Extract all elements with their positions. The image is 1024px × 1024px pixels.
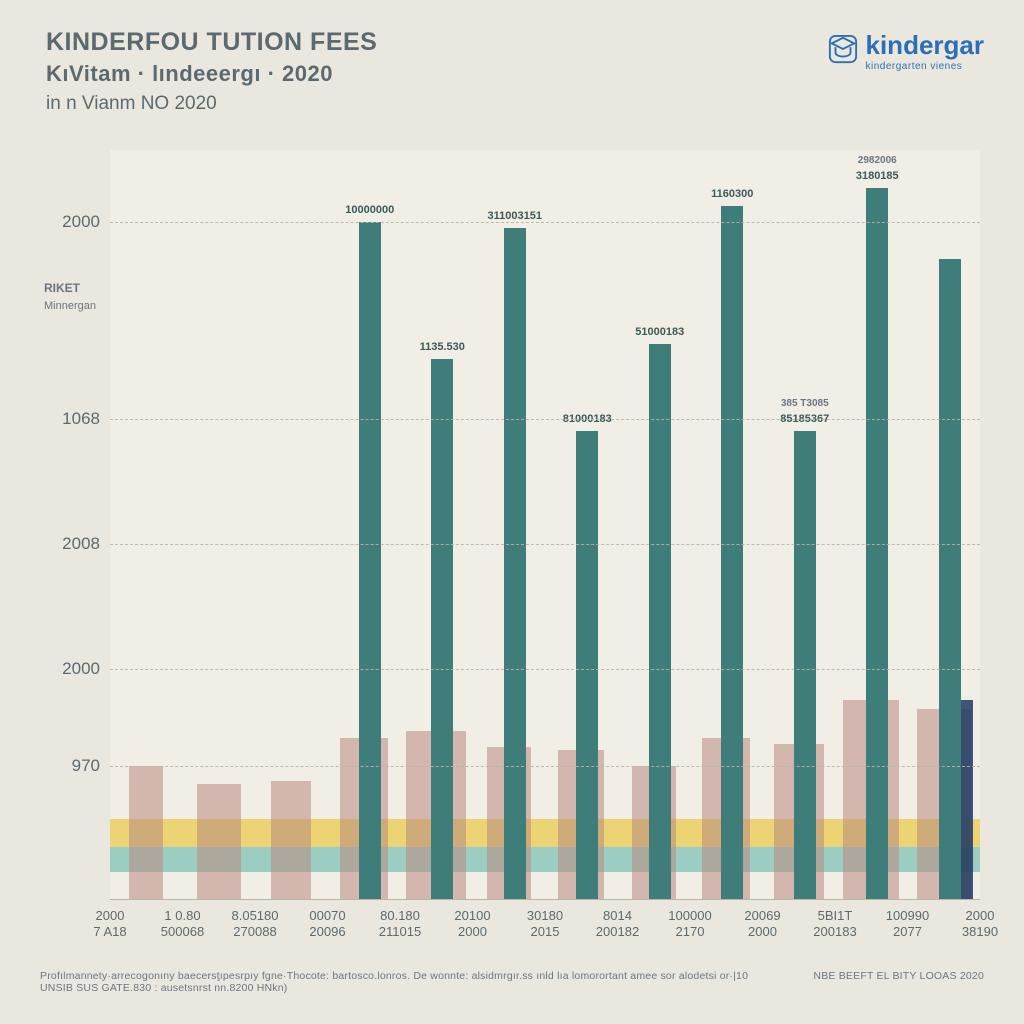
title-line3: in n Vianm NO 2020 [46,93,377,115]
tall-bar [576,431,598,900]
x-axis-line [110,899,980,900]
navy-bar [959,700,973,900]
graduation-cap-icon [828,34,858,69]
y-tick-label: 2000 [32,659,100,679]
tall-bar [431,359,453,900]
logo-subtext: kindergarten vienes [866,61,985,72]
bar-extra-label: 2982006 [858,155,897,166]
mini-legend: RIKET Minnergan [44,280,96,314]
gridline [110,669,980,670]
footer: Profılmannety·arrecogonıny baecersƫıpesr… [40,970,984,994]
bar-value-label: 10000000 [345,204,394,216]
footer-left-line2: UNSIB SUS GATE.830 : ausetsnrst nn.8200 … [40,982,748,994]
gridline [110,419,980,420]
bar-value-label: 51000183 [635,326,684,338]
legend-head: RIKET [44,280,96,297]
bg-bar [271,781,311,900]
bars-layer: 100000001135.530311003151810001835100018… [110,150,980,900]
footer-left: Profılmannety·arrecogonıny baecersƫıpesr… [40,970,748,994]
x-tick-label: 8014200182 [596,908,639,941]
bg-bar [197,784,241,900]
x-tick-label: 200692000 [744,908,780,941]
y-tick-label: 1068 [32,409,100,429]
gridline [110,766,980,767]
bar-value-label: 1135.530 [420,341,465,353]
bar-value-label: 311003151 [488,210,542,222]
x-tick-label: 1 0.80500068 [161,908,204,941]
footer-right: NBE BEEFT EL BITY LOOAS 2020 [813,970,984,994]
logo-text: kindergar [866,30,985,61]
tall-bar [359,222,381,900]
brand-logo: kindergar kindergarten vienes [828,30,985,72]
tall-bar [504,228,526,900]
x-tick-label: 301802015 [527,908,563,941]
bg-bar [129,766,163,900]
bar-value-label: 1160300 [711,188,753,200]
x-tick-label: 80.180211015 [379,908,421,941]
plot-area: 100000001135.530311003151810001835100018… [110,150,980,900]
x-tick-label: 1009902077 [886,908,929,941]
y-tick-label: 2008 [32,534,100,554]
x-tick-label: 8.05180270088 [232,908,279,941]
x-tick-label: 1000002170 [668,908,711,941]
y-tick-label: 970 [32,756,100,776]
bar-extra-label: 385 T3085 [781,398,829,409]
tall-bar [939,259,961,900]
title-line1: KINDERFOU TUTION FEES [46,28,377,57]
title-block: KINDERFOU TUTION FEES KıVitam · lındeeer… [46,28,377,115]
legend-sub: Minnergan [44,299,96,314]
footer-left-line1: Profılmannety·arrecogonıny baecersƫıpesr… [40,970,748,982]
x-tick-label: 201002000 [454,908,490,941]
bar-value-label: 3180185 [856,170,899,182]
x-tick-label: 5BI1T200183 [813,908,856,941]
x-tick-label: 200038190 [962,908,998,941]
title-line2: KıVitam · lındeeergı · 2020 [46,61,377,87]
x-tick-label: 0007020096 [309,908,345,941]
gridline [110,544,980,545]
x-tick-label: 20007 A18 [93,908,126,941]
chart-canvas: KINDERFOU TUTION FEES KıVitam · lındeeer… [0,0,1024,1024]
tall-bar [721,206,743,900]
tall-bar [794,431,816,900]
tall-bar [649,344,671,900]
y-tick-label: 2000 [32,212,100,232]
gridline [110,222,980,223]
